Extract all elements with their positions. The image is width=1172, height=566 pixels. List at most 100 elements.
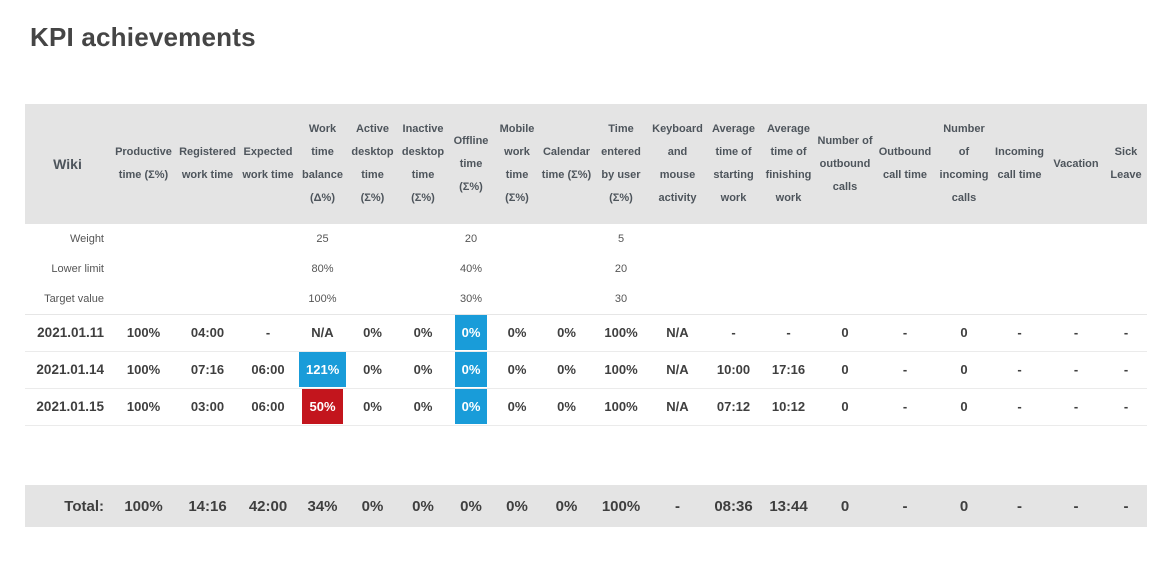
cell: 121% xyxy=(298,351,347,389)
table-row-2021-01-15: 2021.01.15 100% 03:00 06:00 50% 0% 0% 0%… xyxy=(25,388,1147,426)
cell: 0% xyxy=(540,351,593,389)
cell: 10:00 xyxy=(706,351,761,389)
offline-time-badge: 0% xyxy=(454,315,488,350)
total-label: Total: xyxy=(25,485,110,527)
cell: 0% xyxy=(448,351,494,389)
cell: 03:00 xyxy=(177,388,238,426)
cell xyxy=(761,284,816,315)
cell: 34% xyxy=(298,485,347,527)
cell xyxy=(649,284,706,315)
cell xyxy=(1047,254,1105,284)
cell xyxy=(347,224,398,254)
cell: - xyxy=(1105,388,1147,426)
cell: 100% xyxy=(110,388,177,426)
cell: 100% xyxy=(593,388,649,426)
column-header-avg-finishing-work: Average time of finishing work xyxy=(761,104,816,224)
cell: N/A xyxy=(649,388,706,426)
cell: N/A xyxy=(298,314,347,352)
cell xyxy=(649,254,706,284)
cell xyxy=(936,284,992,315)
cell: 100% xyxy=(593,314,649,352)
cell: 0% xyxy=(494,388,540,426)
cell xyxy=(1105,284,1147,315)
table-row-2021-01-14: 2021.01.14 100% 07:16 06:00 121% 0% 0% 0… xyxy=(25,351,1147,389)
cell xyxy=(936,254,992,284)
cell xyxy=(238,254,298,284)
row-label-target-value: Target value xyxy=(25,284,110,315)
cell: 0 xyxy=(936,485,992,527)
cell: - xyxy=(874,314,936,352)
kpi-achievements-page: KPI achievements Wiki Productive time (Σ… xyxy=(0,22,1172,527)
cell xyxy=(1105,254,1147,284)
cell xyxy=(874,224,936,254)
cell xyxy=(992,254,1047,284)
row-label-weight: Weight xyxy=(69,233,104,245)
cell: 50% xyxy=(298,388,347,426)
date-cell: 2021.01.14 xyxy=(25,351,110,389)
column-header-offline-time: Offline time (Σ%) xyxy=(448,104,494,224)
column-header-time-entered-by-user: Time entered by user (Σ%) xyxy=(593,104,649,224)
column-header-keyboard-mouse-activity: Keyboard and mouse activity xyxy=(649,104,706,224)
cell: 0% xyxy=(540,485,593,527)
cell xyxy=(238,284,298,315)
cell: 0% xyxy=(494,485,540,527)
cell: 06:00 xyxy=(238,351,298,389)
cell xyxy=(1047,224,1105,254)
cell xyxy=(494,254,540,284)
cell: - xyxy=(992,314,1047,352)
cell: 17:16 xyxy=(761,351,816,389)
cell: 0% xyxy=(540,314,593,352)
cell: 0% xyxy=(347,485,398,527)
column-header-mobile-work-time: Mobile work time (Σ%) xyxy=(494,104,540,224)
cell xyxy=(706,254,761,284)
cell-target-offline-time: 30% xyxy=(448,284,494,315)
column-header-inactive-desktop-time: Inactive desktop time (Σ%) xyxy=(398,104,448,224)
offline-time-badge: 0% xyxy=(454,389,488,424)
cell: - xyxy=(1105,485,1147,527)
cell: 0% xyxy=(398,485,448,527)
column-header-expected-work-time: Expected work time xyxy=(238,104,298,224)
spacer-cell xyxy=(25,425,1147,485)
cell: - xyxy=(874,485,936,527)
kpi-table: Wiki Productive time (Σ%) Registered wor… xyxy=(25,104,1147,527)
cell: 0 xyxy=(816,351,874,389)
cell: N/A xyxy=(649,314,706,352)
cell xyxy=(494,224,540,254)
column-header-registered-work-time: Registered work time xyxy=(177,104,238,224)
cell xyxy=(1105,224,1147,254)
cell-target-time-entered: 30 xyxy=(593,284,649,315)
column-header-calendar-time: Calendar time (Σ%) xyxy=(540,104,593,224)
cell: N/A xyxy=(649,351,706,389)
cell: 0% xyxy=(398,388,448,426)
cell: - xyxy=(649,485,706,527)
cell xyxy=(1047,284,1105,315)
cell: 0% xyxy=(494,351,540,389)
date-cell: 2021.01.11 xyxy=(25,314,110,352)
cell xyxy=(177,254,238,284)
cell-weight-offline-time: 20 xyxy=(464,233,478,245)
cell xyxy=(874,284,936,315)
cell: 0 xyxy=(936,314,992,352)
cell xyxy=(540,224,593,254)
lower-limit-row: Lower limit 80% 40% 20 xyxy=(25,254,1147,284)
page-title: KPI achievements xyxy=(30,22,256,52)
cell xyxy=(936,224,992,254)
cell: - xyxy=(238,314,298,352)
cell xyxy=(110,224,177,254)
column-header-work-time-balance: Work time balance (Δ%) xyxy=(298,104,347,224)
cell: 0 xyxy=(816,314,874,352)
cell: 0 xyxy=(816,485,874,527)
cell: - xyxy=(1047,388,1105,426)
row-label-lower-limit: Lower limit xyxy=(51,263,104,275)
cell: 07:16 xyxy=(177,351,238,389)
cell: - xyxy=(761,314,816,352)
cell: 100% xyxy=(593,351,649,389)
cell: 13:44 xyxy=(761,485,816,527)
column-header-outbound-call-time: Outbound call time xyxy=(874,104,936,224)
cell: - xyxy=(706,314,761,352)
cell: - xyxy=(992,388,1047,426)
column-header-incoming-calls: Number of incoming calls xyxy=(936,104,992,224)
cell: 07:12 xyxy=(706,388,761,426)
cell: 14:16 xyxy=(177,485,238,527)
cell xyxy=(177,284,238,315)
